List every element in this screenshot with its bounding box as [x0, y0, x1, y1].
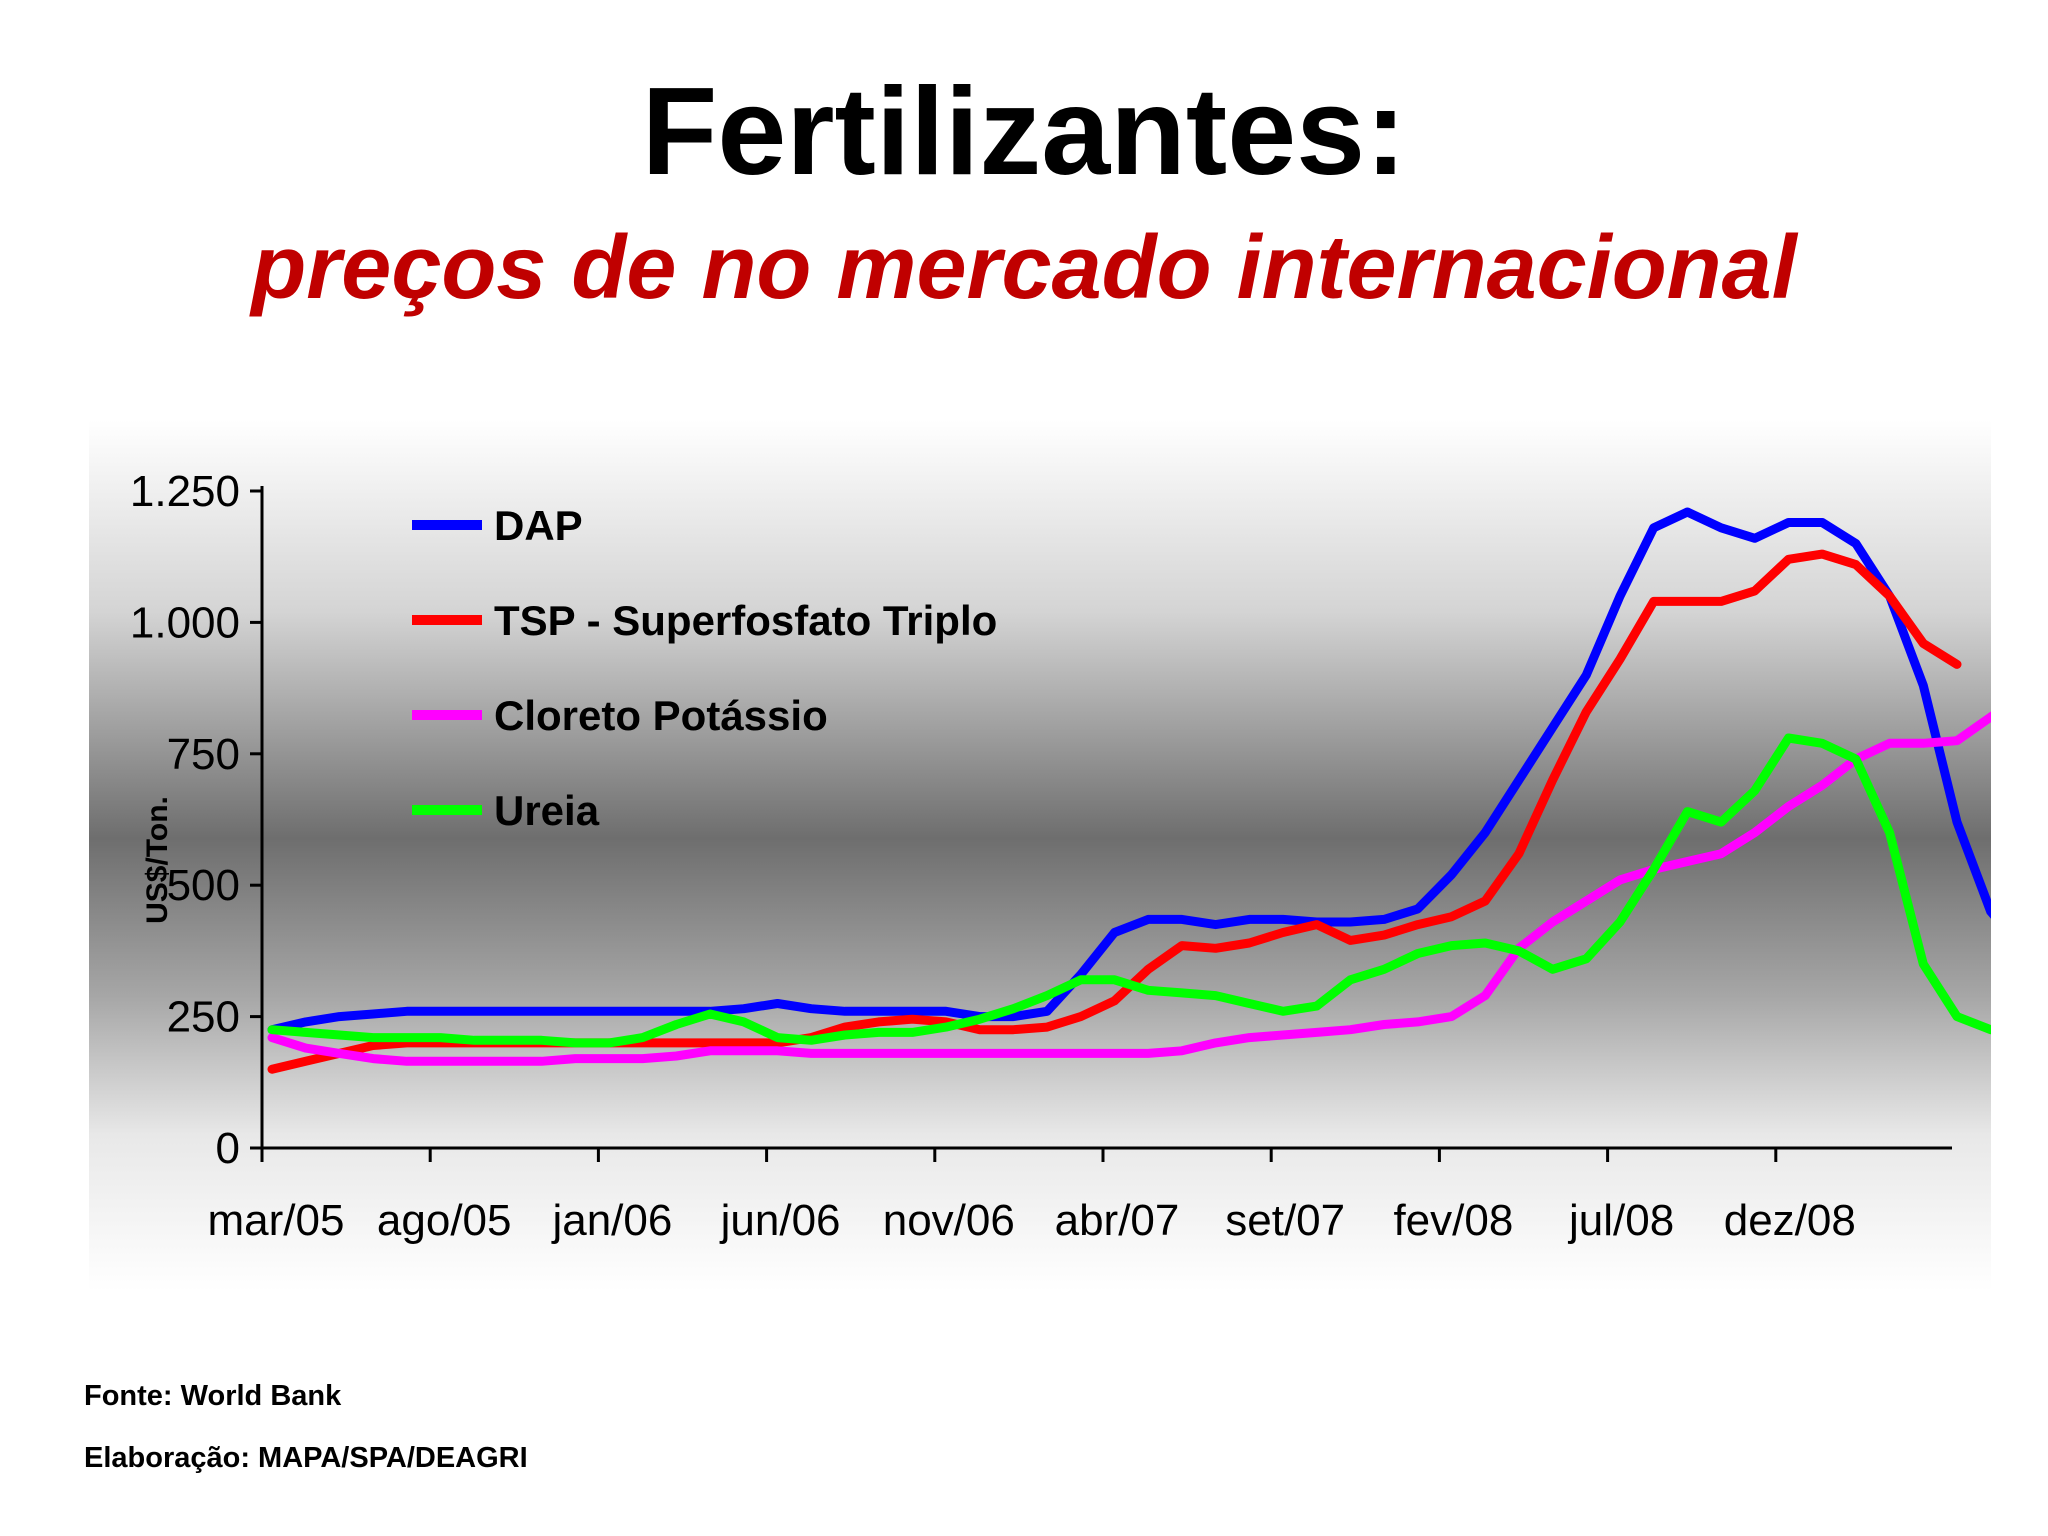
slide-title: Fertilizantes: [641, 63, 1407, 201]
x-tick-label: ago/05 [377, 1196, 512, 1245]
series-line-2 [267, 711, 1991, 1066]
y-axis-ticks: 0 250 500 750 1.000 1.250 [130, 467, 262, 1173]
source-note: Fonte: World Bank [84, 1380, 342, 1412]
x-tick-label: mar/05 [208, 1196, 345, 1245]
y-tick-label: 250 [167, 993, 240, 1042]
credit-note: Elaboração: MAPA/SPA/DEAGRI [84, 1442, 528, 1474]
chart-panel: 0 250 500 750 1.000 1.250 mar/05 ago/05 jan/06 j… [89, 420, 1991, 1292]
x-tick-label: fev/08 [1393, 1196, 1513, 1245]
x-tick-label: nov/06 [883, 1196, 1015, 1245]
y-tick-label: 1.000 [130, 598, 240, 647]
legend-label: TSP - Superfosfato Triplo [494, 597, 997, 644]
series-line-3 [267, 733, 1991, 1048]
y-tick-label: 750 [167, 730, 240, 779]
y-axis-label: US$/Ton. [141, 796, 174, 924]
legend-label: Ureia [494, 787, 600, 834]
legend-label: Cloreto Potássio [494, 692, 828, 739]
price-line-chart: 0 250 500 750 1.000 1.250 mar/05 ago/05 jan/06 j… [130, 467, 1991, 1245]
x-tick-label: jul/08 [1567, 1196, 1674, 1245]
x-tick-label: jun/06 [719, 1196, 841, 1245]
legend-label: DAP [494, 502, 583, 549]
series-lines [267, 507, 1991, 1074]
x-tick-label: dez/08 [1724, 1196, 1856, 1245]
chart-legend: DAP TSP - Superfosfato Triplo Cloreto Potá… [412, 502, 997, 834]
series-line-0 [267, 507, 1991, 1035]
y-tick-label: 500 [167, 861, 240, 910]
x-tick-label: abr/07 [1055, 1196, 1180, 1245]
chart-axes [260, 486, 1952, 1150]
y-tick-label: 0 [216, 1124, 240, 1173]
x-tick-label: set/07 [1225, 1196, 1345, 1245]
x-tick-label: jan/06 [550, 1196, 672, 1245]
slide-subtitle: preços de no mercado internacional [251, 218, 1797, 318]
x-axis-ticks: mar/05 ago/05 jan/06 jun/06 nov/06 abr/07 set/… [208, 1148, 1856, 1245]
y-tick-label: 1.250 [130, 467, 240, 516]
